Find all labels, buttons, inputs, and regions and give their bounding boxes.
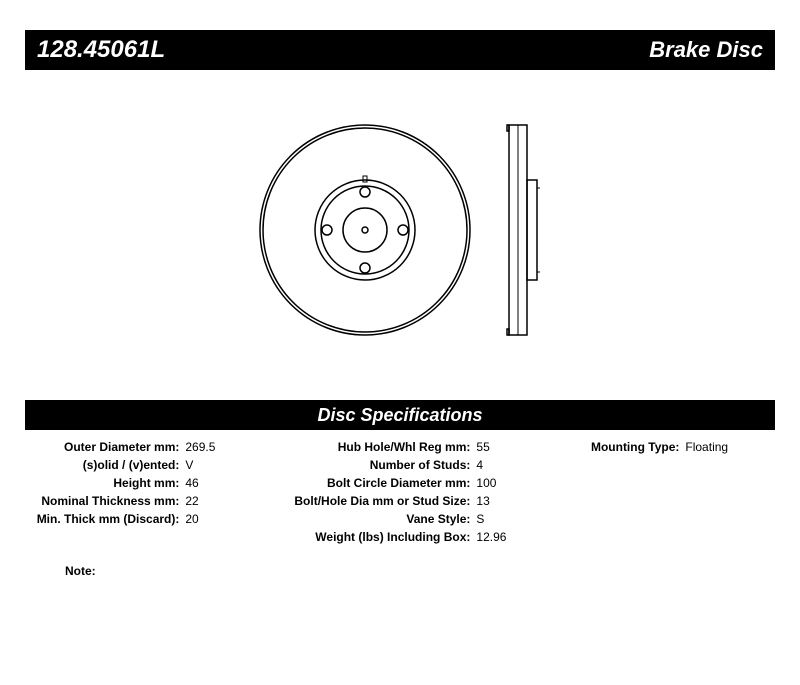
spec-value: 55 [476,438,535,456]
spec-label: Weight (lbs) Including Box: [275,528,476,546]
disc-side-view-diagram [495,120,545,340]
spec-row: Bolt Circle Diameter mm:100 [275,474,535,492]
spec-row: Vane Style:S [275,510,535,528]
spec-value: 22 [185,492,275,510]
spec-table: Outer Diameter mm:269.5(s)olid / (v)ente… [25,438,775,546]
spec-label: Mounting Type: [535,438,685,456]
spec-value: 12.96 [476,528,535,546]
spec-label: Bolt Circle Diameter mm: [275,474,476,492]
spec-row: (s)olid / (v)ented:V [25,456,275,474]
spec-value: Floating [685,438,775,456]
spec-row: Outer Diameter mm:269.5 [25,438,275,456]
diagram-area [0,100,800,360]
spec-label: Hub Hole/Whl Reg mm: [275,438,476,456]
header-bar: 128.45061L Brake Disc [25,30,775,70]
spec-column-2: Hub Hole/Whl Reg mm:55Number of Studs:4B… [275,438,535,546]
spec-row: Nominal Thickness mm:22 [25,492,275,510]
disc-front-view-diagram [255,120,475,340]
spec-label: (s)olid / (v)ented: [25,456,185,474]
spec-column-1: Outer Diameter mm:269.5(s)olid / (v)ente… [25,438,275,546]
spec-value: 13 [476,492,535,510]
spec-value: 269.5 [185,438,275,456]
spec-label: Vane Style: [275,510,476,528]
spec-row: Height mm:46 [25,474,275,492]
note-label: Note: [25,564,775,578]
part-number: 128.45061L [37,36,165,64]
spec-row: Hub Hole/Whl Reg mm:55 [275,438,535,456]
spec-row: Number of Studs:4 [275,456,535,474]
spec-label: Bolt/Hole Dia mm or Stud Size: [275,492,476,510]
spec-value: V [185,456,275,474]
spec-value: 4 [476,456,535,474]
spec-value: 46 [185,474,275,492]
product-name: Brake Disc [649,37,763,63]
spec-label: Number of Studs: [275,456,476,474]
spec-section-title: Disc Specifications [25,400,775,430]
spec-label: Height mm: [25,474,185,492]
spec-value: 100 [476,474,535,492]
spec-row: Bolt/Hole Dia mm or Stud Size:13 [275,492,535,510]
spec-row: Mounting Type:Floating [535,438,775,456]
spec-row: Min. Thick mm (Discard):20 [25,510,275,528]
spec-label: Nominal Thickness mm: [25,492,185,510]
spec-column-3: Mounting Type:Floating [535,438,775,546]
spec-label: Min. Thick mm (Discard): [25,510,185,528]
spec-value: S [476,510,535,528]
spec-value: 20 [185,510,275,528]
spec-row: Weight (lbs) Including Box:12.96 [275,528,535,546]
spec-label: Outer Diameter mm: [25,438,185,456]
